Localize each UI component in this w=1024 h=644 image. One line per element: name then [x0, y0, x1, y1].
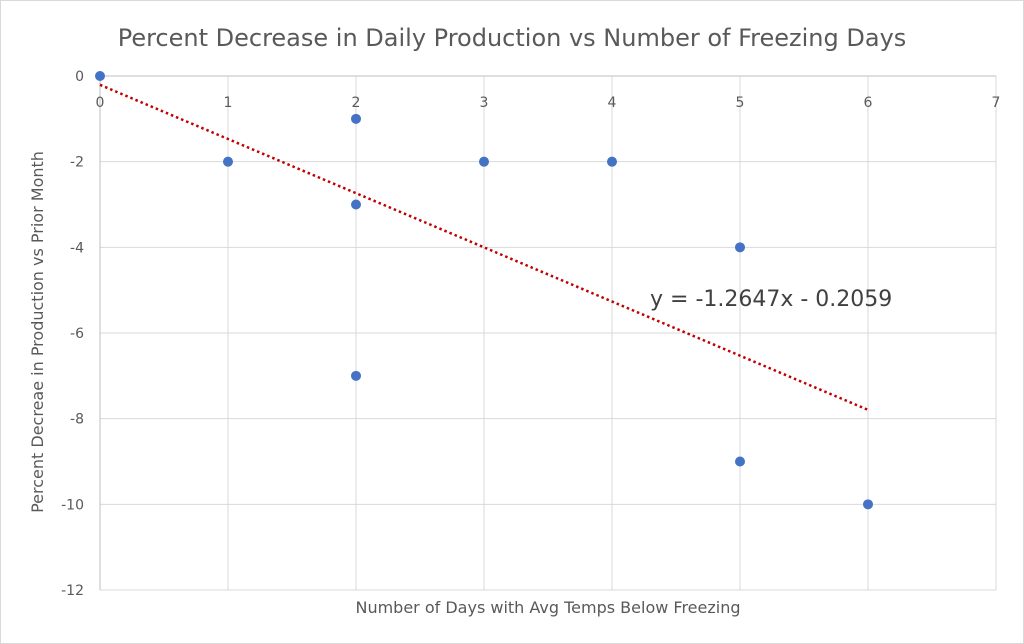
- y-tick-label: -2: [70, 155, 84, 171]
- data-point: [351, 370, 361, 381]
- y-tick-label: -8: [70, 412, 84, 428]
- data-point: [351, 199, 361, 210]
- x-tick-label: 2: [352, 95, 361, 111]
- gridlines: [100, 76, 997, 591]
- x-tick-label: 1: [224, 95, 233, 111]
- trendline-equation: y = -1.2647x - 0.2059: [650, 287, 892, 312]
- y-tick-label: -10: [61, 497, 84, 513]
- x-tick-label: 7: [992, 95, 1001, 111]
- x-tick-label: 3: [480, 95, 489, 111]
- data-point: [735, 456, 745, 467]
- tick-labels: 0 1 2 3 4 5 6 7 0 -2 -4 -6 -8 -10 -12: [61, 69, 1000, 599]
- y-axis-title: Percent Decreae in Production vs Prior M…: [28, 151, 47, 513]
- trendline: [99, 83, 869, 411]
- x-tick-label: 5: [736, 95, 745, 111]
- y-tick-label: 0: [75, 69, 84, 85]
- data-point: [479, 156, 489, 167]
- x-tick-label: 6: [864, 95, 873, 111]
- x-axis-title: Number of Days with Avg Temps Below Free…: [355, 598, 740, 617]
- y-tick-label: -6: [70, 326, 84, 342]
- x-tick-label: 4: [608, 95, 617, 111]
- data-point: [735, 242, 745, 253]
- x-tick-label: 0: [96, 95, 105, 111]
- data-points: [95, 71, 873, 510]
- axes: [99, 75, 996, 590]
- data-point: [351, 113, 361, 124]
- y-tick-label: -12: [61, 583, 84, 599]
- trendline-group: [99, 83, 869, 411]
- data-point: [863, 499, 873, 510]
- y-tick-label: -4: [70, 240, 84, 256]
- data-point: [223, 156, 233, 167]
- data-point: [95, 71, 105, 81]
- data-point: [607, 156, 617, 167]
- chart-title: Percent Decrease in Daily Production vs …: [118, 24, 907, 52]
